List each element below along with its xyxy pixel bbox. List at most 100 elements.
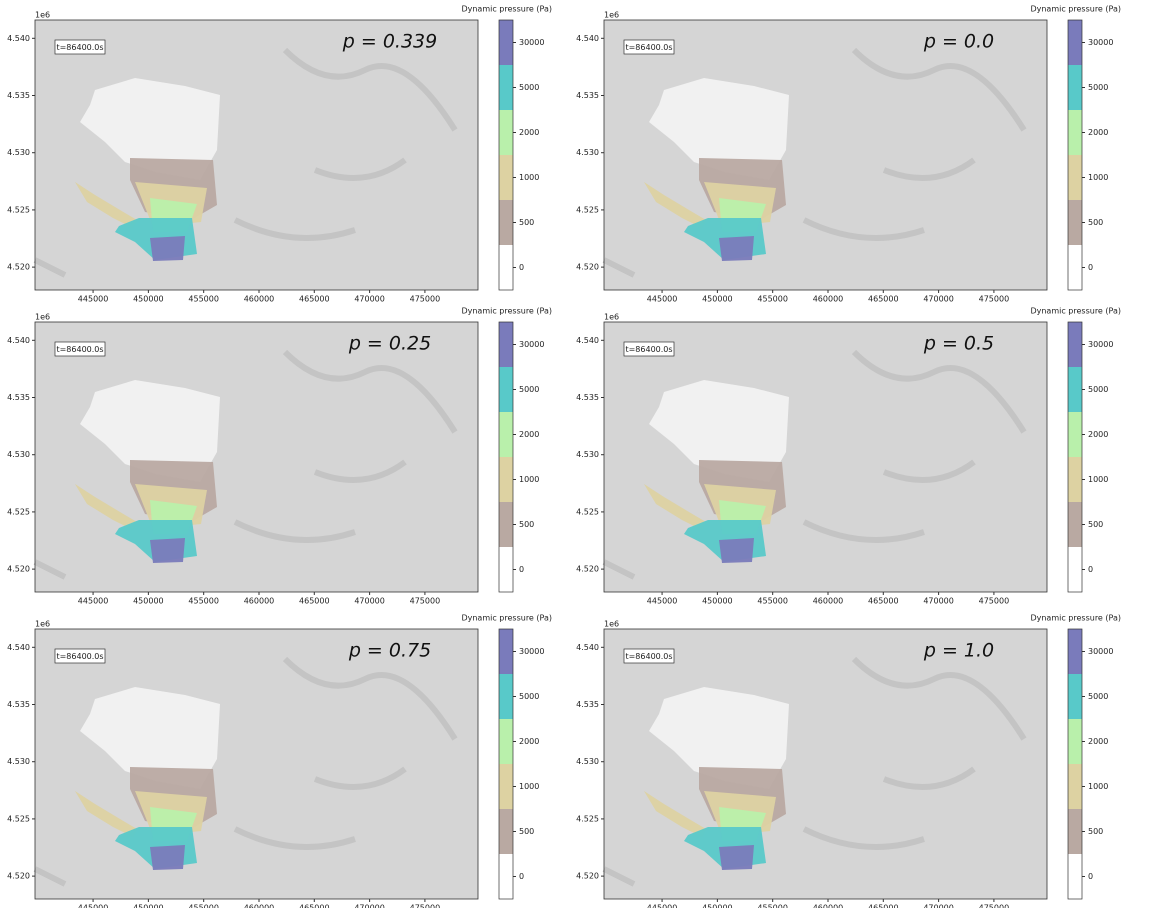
y-tick-label: 4.540 xyxy=(576,643,599,652)
x-tick-label: 475000 xyxy=(410,597,441,606)
y-tick-label: 4.535 xyxy=(7,700,30,709)
terrain xyxy=(35,20,478,290)
x-tick-label: 465000 xyxy=(299,295,330,304)
y-tick-label: 4.530 xyxy=(576,757,599,766)
page: {"figure": { "axes": { "offset_label": "… xyxy=(0,0,1161,908)
colorbar-tick-label: 2000 xyxy=(1088,737,1108,746)
x-tick-label: 455000 xyxy=(757,597,788,606)
colorbar-label: Dynamic pressure (Pa) xyxy=(1030,307,1121,316)
panel-title: p = 0.5 xyxy=(923,333,994,355)
colorbar-segment xyxy=(499,322,513,367)
flow-purple xyxy=(719,538,754,563)
y-tick-label: 4.520 xyxy=(576,263,599,272)
colorbar-tick-label: 5000 xyxy=(519,83,539,92)
x-tick-label: 445000 xyxy=(78,597,109,606)
x-tick-label: 450000 xyxy=(702,904,733,908)
colorbar-segment xyxy=(499,854,513,899)
panel-title: p = 0.0 xyxy=(923,31,994,53)
y-tick-label: 4.540 xyxy=(7,643,30,652)
colorbar-segment xyxy=(499,674,513,719)
x-tick-label: 465000 xyxy=(868,597,899,606)
x-tick-label: 465000 xyxy=(299,597,330,606)
flow-purple xyxy=(719,236,754,261)
x-tick-label: 475000 xyxy=(410,295,441,304)
colorbar-segment xyxy=(1068,719,1082,764)
colorbar-label: Dynamic pressure (Pa) xyxy=(1030,614,1121,623)
colorbar-tick-label: 1000 xyxy=(519,782,539,791)
time-label: t=86400.0s xyxy=(56,43,103,52)
y-tick-label: 4.530 xyxy=(7,450,30,459)
y-tick-label: 4.525 xyxy=(576,814,599,823)
y-tick-label: 4.530 xyxy=(576,450,599,459)
colorbar-segment xyxy=(499,547,513,592)
x-tick-label: 470000 xyxy=(923,904,954,908)
time-label: t=86400.0s xyxy=(625,43,672,52)
colorbar-tick-label: 30000 xyxy=(1088,340,1113,349)
panel-title: p = 0.75 xyxy=(348,640,431,662)
colorbar-tick-label: 0 xyxy=(1088,565,1093,574)
colorbar-segment xyxy=(499,367,513,412)
offset-label: 1e6 xyxy=(35,11,50,20)
colorbar-tick-label: 1000 xyxy=(1088,475,1108,484)
colorbar-segment xyxy=(1068,629,1082,674)
y-tick-label: 4.540 xyxy=(7,34,30,43)
panel-title: p = 1.0 xyxy=(923,640,994,662)
colorbar-tick-label: 30000 xyxy=(519,38,544,47)
colorbar-segment xyxy=(499,719,513,764)
y-tick-label: 4.535 xyxy=(576,393,599,402)
offset-label: 1e6 xyxy=(604,620,619,629)
terrain xyxy=(604,629,1047,899)
colorbar-tick-label: 0 xyxy=(519,263,524,272)
colorbar-tick-label: 30000 xyxy=(1088,647,1113,656)
colorbar-segment xyxy=(1068,20,1082,65)
colorbar-tick-label: 500 xyxy=(1088,520,1103,529)
colorbar-segment xyxy=(499,20,513,65)
colorbar-tick-label: 5000 xyxy=(1088,385,1108,394)
colorbar-segment xyxy=(1068,457,1082,502)
terrain xyxy=(604,322,1047,592)
colorbar-segment xyxy=(1068,322,1082,367)
colorbar-segment xyxy=(499,155,513,200)
x-tick-label: 450000 xyxy=(702,295,733,304)
x-tick-label: 460000 xyxy=(244,295,275,304)
colorbar-tick-label: 1000 xyxy=(1088,173,1108,182)
colorbar-tick-label: 30000 xyxy=(1088,38,1113,47)
y-tick-label: 4.540 xyxy=(576,336,599,345)
y-tick-label: 4.525 xyxy=(7,507,30,516)
colorbar-segment xyxy=(1068,854,1082,899)
colorbar-segment xyxy=(1068,155,1082,200)
y-tick-label: 4.540 xyxy=(576,34,599,43)
time-label: t=86400.0s xyxy=(625,652,672,661)
x-tick-label: 445000 xyxy=(78,904,109,908)
flow-purple xyxy=(150,845,185,870)
panel-title: p = 0.25 xyxy=(348,333,431,355)
x-tick-label: 455000 xyxy=(188,904,219,908)
y-tick-label: 4.535 xyxy=(576,700,599,709)
x-tick-label: 450000 xyxy=(133,597,164,606)
colorbar-tick-label: 1000 xyxy=(519,173,539,182)
y-tick-label: 4.530 xyxy=(7,757,30,766)
colorbar-label: Dynamic pressure (Pa) xyxy=(461,307,552,316)
y-tick-label: 4.520 xyxy=(7,263,30,272)
y-tick-label: 4.520 xyxy=(576,872,599,881)
x-tick-label: 470000 xyxy=(354,597,385,606)
colorbar-tick-label: 30000 xyxy=(519,340,544,349)
colorbar-tick-label: 2000 xyxy=(1088,128,1108,137)
colorbar-segment xyxy=(1068,200,1082,245)
colorbar-tick-label: 500 xyxy=(519,827,534,836)
x-tick-label: 445000 xyxy=(78,295,109,304)
colorbar-segment xyxy=(499,65,513,110)
x-tick-label: 470000 xyxy=(923,597,954,606)
x-tick-label: 465000 xyxy=(868,295,899,304)
x-tick-label: 475000 xyxy=(979,597,1010,606)
colorbar-segment xyxy=(499,200,513,245)
y-tick-label: 4.525 xyxy=(576,205,599,214)
colorbar-segment xyxy=(1068,412,1082,457)
figure: 1e6 445000 450000 455000 460000 465000 470000 4… xyxy=(0,0,1161,908)
y-tick-label: 4.525 xyxy=(576,507,599,516)
colorbar-segment xyxy=(1068,65,1082,110)
x-tick-label: 465000 xyxy=(299,904,330,908)
colorbar-segment xyxy=(1068,674,1082,719)
